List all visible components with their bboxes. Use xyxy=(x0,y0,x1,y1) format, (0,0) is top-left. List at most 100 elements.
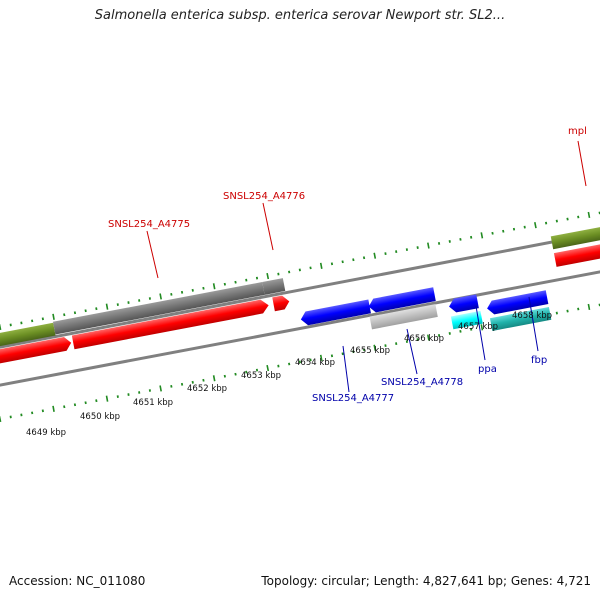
ruler-tick-upper xyxy=(105,303,109,310)
cds-snsl254-a4775[interactable] xyxy=(71,298,270,350)
ruler-tick-upper xyxy=(437,242,441,245)
cds-snsl254-a4778[interactable] xyxy=(367,287,436,313)
ruler-tick-lower xyxy=(266,364,270,372)
ruler-tick-lower xyxy=(95,399,98,403)
ruler-tick-lower xyxy=(52,405,55,412)
ruler-tick-lower xyxy=(362,348,366,352)
kbp-label: 4654 kbp xyxy=(295,358,335,368)
ruler-tick-upper xyxy=(577,215,580,219)
kbp-label: 4649 kbp xyxy=(26,428,66,438)
connector-a4775 xyxy=(146,230,159,279)
ruler-tick-lower xyxy=(234,372,237,376)
ruler-tick-upper xyxy=(170,293,173,296)
ruler-tick-upper xyxy=(41,317,44,321)
ruler-tick-upper xyxy=(448,240,451,243)
ruler-tick-upper xyxy=(427,242,430,249)
ruler-tick-upper xyxy=(212,283,216,290)
ruler-tick-lower xyxy=(84,401,87,405)
ruler-tick-lower xyxy=(73,403,77,407)
gene-snsl254-a4775[interactable] xyxy=(52,282,265,335)
ruler-tick-upper xyxy=(52,313,55,320)
kbp-label: 4653 kbp xyxy=(241,371,281,381)
ruler-tick-lower xyxy=(223,374,226,378)
connector-a4776 xyxy=(262,202,274,251)
cds-mpl[interactable] xyxy=(553,241,600,267)
trna-feature-ppa[interactable] xyxy=(450,310,483,330)
ruler-tick-upper xyxy=(223,282,226,286)
tick-rulers xyxy=(0,211,600,423)
ruler-tick-lower xyxy=(587,303,591,311)
backbone-line-lower xyxy=(0,270,600,387)
connector-fbp xyxy=(528,296,539,352)
topology-text: Topology: circular; Length: 4,827,641 bp… xyxy=(261,574,591,588)
reverse-strand-features xyxy=(300,287,552,331)
ruler-tick-upper xyxy=(480,232,484,239)
kbp-scale-labels: 4649 kbp 4650 kbp 4651 kbp 4652 kbp 4653… xyxy=(26,311,552,438)
label-snsl254-a4777[interactable]: SNSL254_A4777 xyxy=(312,393,394,404)
connector-a4777 xyxy=(342,345,350,393)
ruler-tick-lower xyxy=(202,378,205,382)
connector-a4778 xyxy=(406,328,418,375)
ruler-tick-lower xyxy=(212,375,216,382)
ruler-tick-lower xyxy=(180,382,184,386)
label-snsl254-a4775[interactable]: SNSL254_A4775 xyxy=(108,219,190,230)
ruler-tick-lower xyxy=(459,330,462,333)
kbp-label: 4655 kbp xyxy=(350,346,390,356)
cds-left-arrow[interactable] xyxy=(0,336,72,365)
ruler-tick-upper xyxy=(234,280,237,284)
label-fbp[interactable]: fbp xyxy=(531,355,547,366)
ruler-tick-lower xyxy=(373,344,377,351)
ruler-tick-upper xyxy=(84,309,87,313)
ruler-tick-upper xyxy=(309,266,312,270)
ruler-tick-upper xyxy=(288,270,291,274)
ruler-tick-upper xyxy=(191,288,194,292)
ruler-tick-lower xyxy=(191,380,194,384)
ruler-tick-lower xyxy=(159,385,162,392)
ruler-tick-lower xyxy=(448,332,451,335)
kbp-label: 4658 kbp xyxy=(512,311,552,321)
ruler-tick-upper xyxy=(587,211,591,219)
ruler-tick-lower xyxy=(437,334,441,337)
ruler-tick-lower xyxy=(480,324,484,331)
ruler-tick-upper xyxy=(470,235,473,239)
forward-strand-features xyxy=(0,225,600,365)
cds-fbp[interactable] xyxy=(486,290,549,315)
ruler-tick-lower xyxy=(41,409,44,413)
label-ppa[interactable]: ppa xyxy=(478,364,497,375)
ruler-tick-upper xyxy=(159,293,162,300)
connector-ppa xyxy=(475,305,486,361)
cds-snsl254-a4776[interactable] xyxy=(272,294,290,312)
label-snsl254-a4778[interactable]: SNSL254_A4778 xyxy=(381,377,463,388)
ruler-tick-upper xyxy=(202,286,205,290)
rrna-feature-left[interactable] xyxy=(0,322,56,348)
genome-title: Salmonella enterica subsp. enterica sero… xyxy=(94,8,506,23)
ruler-tick-lower xyxy=(341,352,344,356)
accession-text: Accession: NC_011080 xyxy=(9,574,146,588)
ruler-tick-lower xyxy=(555,311,558,315)
gene-snsl254-a4778[interactable] xyxy=(369,304,438,330)
ruler-tick-lower xyxy=(319,354,323,361)
ruler-tick-lower xyxy=(0,415,2,423)
ruler-tick-upper xyxy=(416,246,419,249)
ruler-tick-lower xyxy=(470,327,473,331)
ruler-tick-upper xyxy=(459,238,462,241)
label-snsl254-a4776[interactable]: SNSL254_A4776 xyxy=(223,191,305,202)
backbone xyxy=(0,231,600,387)
cds-snsl254-a4777[interactable] xyxy=(300,299,371,327)
ruler-tick-lower xyxy=(298,360,301,364)
label-mpl[interactable]: mpl xyxy=(568,126,587,137)
trna-feature-fbp[interactable] xyxy=(489,307,552,331)
kbp-label: 4652 kbp xyxy=(187,384,227,394)
rrna-feature-right[interactable] xyxy=(550,225,600,250)
ruler-tick-upper xyxy=(95,307,98,311)
ruler-tick-lower xyxy=(63,405,66,409)
ruler-tick-lower xyxy=(31,411,34,415)
ruler-tick-upper xyxy=(73,311,77,315)
gene-snsl254-a4776[interactable] xyxy=(262,278,286,295)
cds-ppa[interactable] xyxy=(448,294,479,313)
ruler-tick-upper xyxy=(298,268,301,272)
ruler-tick-lower xyxy=(416,338,419,341)
ruler-tick-upper xyxy=(341,260,344,264)
ruler-tick-upper xyxy=(352,258,355,262)
